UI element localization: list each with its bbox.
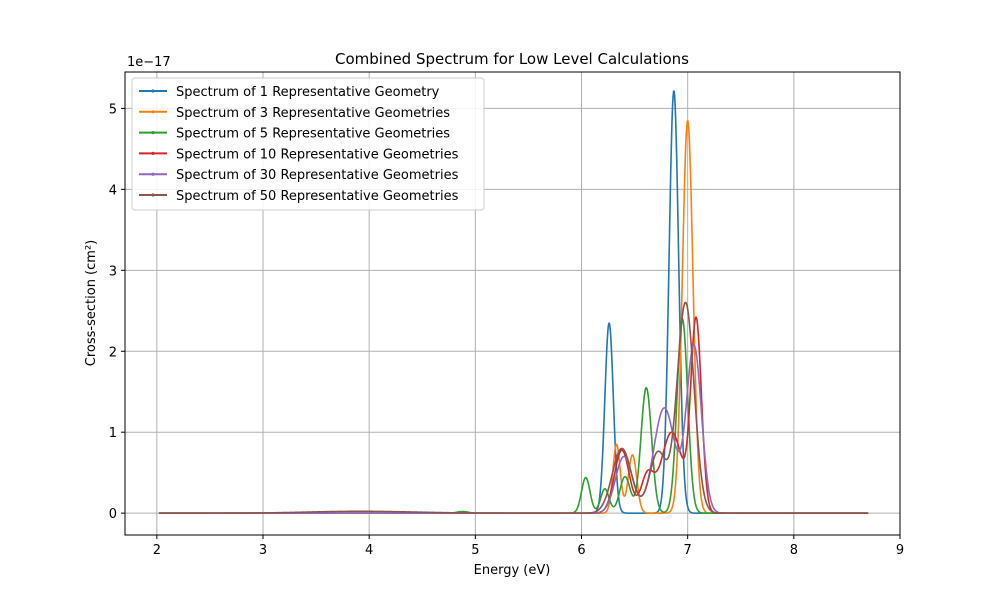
x-tick-label: 5 xyxy=(471,543,479,558)
x-tick-label: 6 xyxy=(577,543,585,558)
legend-marker xyxy=(151,131,155,135)
x-tick-label: 9 xyxy=(896,543,904,558)
legend-entry: Spectrum of 5 Representative Geometries xyxy=(176,127,450,142)
x-tick-label: 3 xyxy=(259,543,267,558)
legend-entry: Spectrum of 3 Representative Geometries xyxy=(176,106,450,121)
chart-title: Combined Spectrum for Low Level Calculat… xyxy=(335,50,689,68)
legend-marker xyxy=(151,172,155,176)
y-tick-label: 0 xyxy=(109,507,117,522)
x-tick-label: 2 xyxy=(153,543,161,558)
legend-entry: Spectrum of 30 Representative Geometries xyxy=(176,168,459,183)
legend-marker xyxy=(151,110,155,114)
x-tick-label: 4 xyxy=(365,543,373,558)
y-axis-offset-text: 1e−17 xyxy=(127,55,171,70)
y-tick-label: 1 xyxy=(109,426,117,441)
x-tick-label: 7 xyxy=(684,543,692,558)
y-tick-label: 3 xyxy=(109,264,117,279)
y-tick-label: 5 xyxy=(109,102,117,117)
y-tick-label: 2 xyxy=(109,345,117,360)
legend-entry: Spectrum of 1 Representative Geometry xyxy=(176,85,440,100)
series-lines xyxy=(158,90,869,514)
y-axis-label: Cross-section (cm²) xyxy=(84,240,99,366)
axis-ticks: 2 3 4 5 6 7 8 9 0 1 2 3 4 5 xyxy=(109,102,904,558)
x-axis-label: Energy (eV) xyxy=(474,563,551,578)
legend-marker xyxy=(151,151,155,155)
x-tick-label: 8 xyxy=(790,543,798,558)
legend-box xyxy=(131,77,485,211)
series-line-6 xyxy=(158,301,869,514)
y-tick-label: 4 xyxy=(109,183,117,198)
legend: Spectrum of 1 Representative Geometry Spe… xyxy=(131,77,485,211)
legend-marker xyxy=(151,193,155,197)
legend-entry: Spectrum of 50 Representative Geometries xyxy=(176,189,459,204)
legend-entry: Spectrum of 10 Representative Geometries xyxy=(176,147,459,162)
legend-marker xyxy=(151,89,155,93)
plot-frame xyxy=(124,71,901,536)
